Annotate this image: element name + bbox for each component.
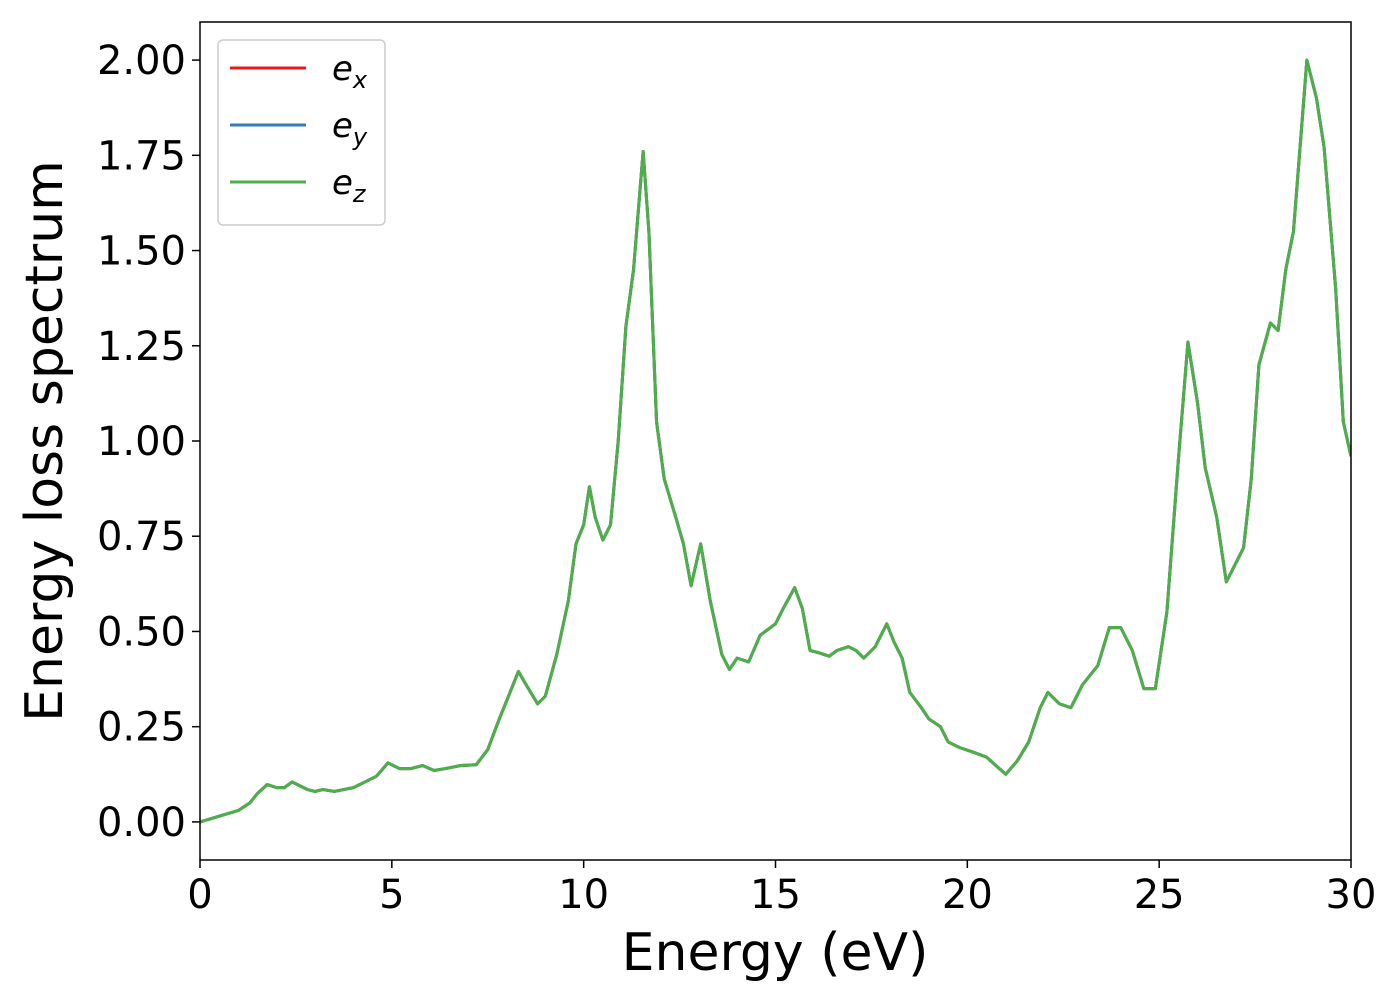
y-tick-label: 0.25 — [97, 705, 186, 751]
x-tick-label: 25 — [1134, 872, 1185, 918]
x-tick-label: 15 — [750, 872, 801, 918]
series-line — [200, 58, 1351, 824]
plot-frame — [199, 21, 1352, 861]
y-tick-label: 0.00 — [97, 800, 186, 846]
x-tick-label: 0 — [187, 872, 212, 918]
y-axis-label: Energy loss spectrum — [15, 160, 75, 722]
x-tick-label: 5 — [379, 872, 404, 918]
y-tick-label: 0.50 — [97, 609, 186, 655]
y-tick-label: 1.75 — [97, 133, 186, 179]
legend-label: ex — [332, 49, 368, 94]
legend-label: ey — [332, 106, 368, 151]
legend-box — [217, 39, 386, 226]
x-axis-label: Energy (eV) — [622, 923, 929, 983]
y-tick-label: 1.00 — [97, 419, 186, 465]
legend-label: ez — [332, 163, 367, 208]
y-tick-label: 1.25 — [97, 324, 186, 370]
x-tick-label: 10 — [558, 872, 609, 918]
y-tick-label: 1.50 — [97, 229, 186, 275]
x-tick-label: 20 — [942, 872, 993, 918]
y-tick-label: 2.00 — [97, 38, 186, 84]
y-tick-label: 0.75 — [97, 514, 186, 560]
x-tick-label: 30 — [1326, 872, 1377, 918]
